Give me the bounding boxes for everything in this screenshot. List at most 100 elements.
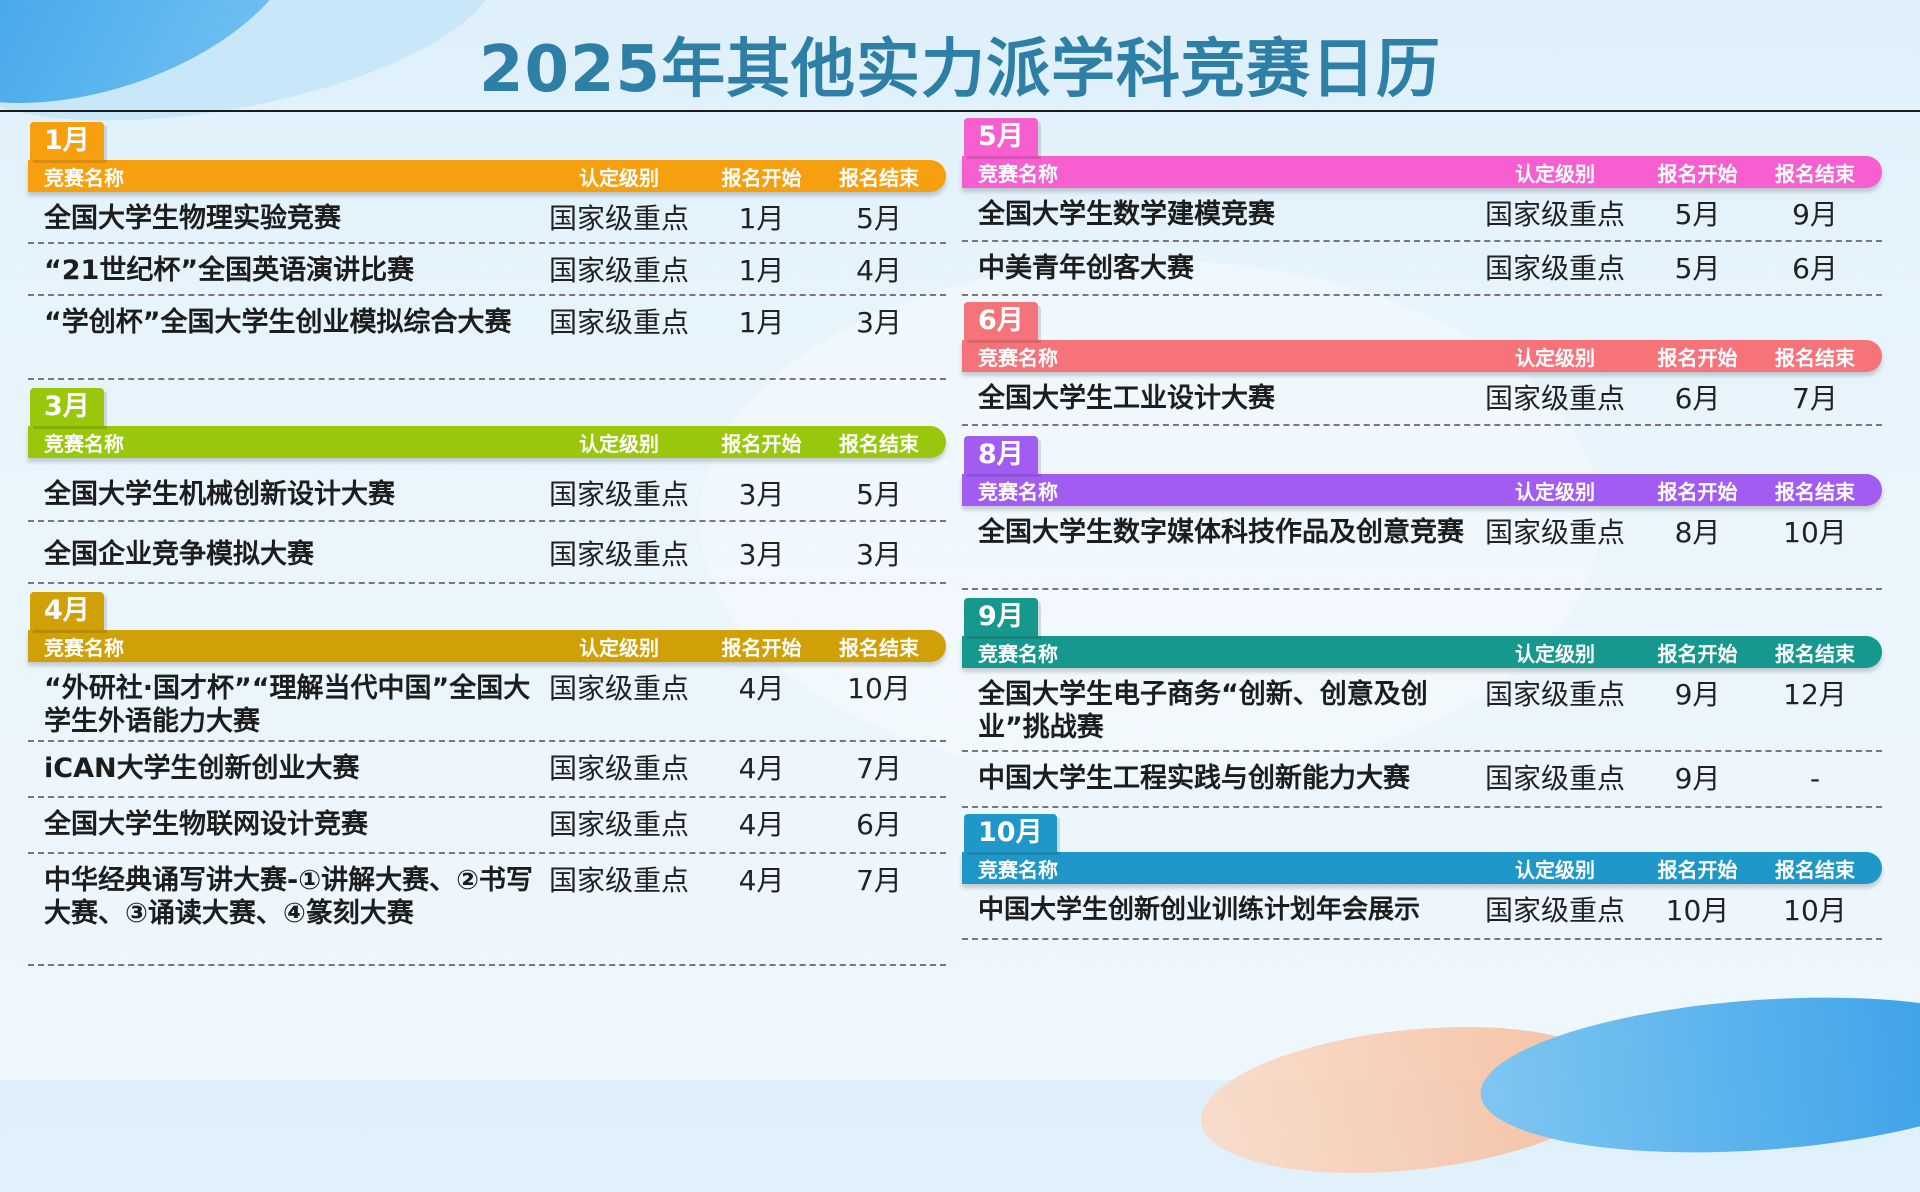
header-level: 认定级别 (579, 165, 659, 190)
right-column: 5月 竞赛名称 认定级别 报名开始 报名结束 全国大学生数学建模竞赛 国家级重点… (962, 118, 1882, 940)
registration-start: 1月 (738, 202, 785, 235)
competition-name: 全国大学生机械创新设计大赛 (44, 479, 395, 510)
header-start: 报名开始 (1657, 161, 1738, 186)
header-level: 认定级别 (579, 431, 659, 456)
header-start: 报名开始 (721, 165, 802, 190)
header-end: 报名结束 (1775, 345, 1855, 370)
table-row: 全国大学生机械创新设计大赛 国家级重点 3月 5月 (28, 458, 946, 522)
competition-name: 中国大学生工程实践与创新能力大赛 (978, 763, 1410, 794)
header-level: 认定级别 (1515, 479, 1595, 504)
table-row: 全国大学生数学建模竞赛 国家级重点 5月 9月 (962, 188, 1882, 242)
competition-name: “学创杯”全国大学生创业模拟综合大赛 (44, 307, 512, 338)
table-row: 全国大学生电子商务“创新、创意及创业”挑战赛 国家级重点 9月 12月 (962, 668, 1882, 752)
table-header: 竞赛名称 认定级别 报名开始 报名结束 (962, 340, 1882, 372)
registration-end: 7月 (856, 864, 902, 897)
table-header: 竞赛名称 认定级别 报名开始 报名结束 (28, 630, 946, 662)
competition-level: 国家级重点 (548, 672, 689, 705)
registration-start: 4月 (738, 752, 785, 785)
competition-level: 国家级重点 (548, 752, 689, 785)
decor-wave-bottom-right (1475, 980, 1920, 1170)
header-end: 报名结束 (839, 165, 919, 190)
competition-name: 全国大学生电子商务“创新、创意及创业”挑战赛 (978, 679, 1428, 743)
header-name: 竞赛名称 (978, 479, 1058, 504)
competition-name: 全国大学生工业设计大赛 (978, 383, 1275, 414)
table-header: 竞赛名称 认定级别 报名开始 报名结束 (962, 852, 1882, 884)
table-row: 全国大学生工业设计大赛 国家级重点 6月 7月 (962, 372, 1882, 426)
table-row: 中美青年创客大赛 国家级重点 5月 6月 (962, 242, 1882, 296)
header-start: 报名开始 (721, 431, 802, 456)
registration-end: 10月 (847, 672, 911, 705)
title-divider (0, 110, 1920, 112)
registration-end: 12月 (1783, 678, 1847, 711)
competition-name: 中华经典诵写讲大赛-①讲解大赛、②书写大赛、③诵读大赛、④篆刻大赛 (44, 865, 533, 929)
registration-start: 3月 (738, 538, 785, 571)
competition-level: 国家级重点 (1484, 252, 1625, 285)
registration-start: 4月 (738, 864, 785, 897)
registration-end: 4月 (856, 254, 902, 287)
section-march: 3月 竞赛名称 认定级别 报名开始 报名结束 全国大学生机械创新设计大赛 国家级… (28, 388, 946, 584)
header-level: 认定级别 (1515, 857, 1595, 882)
table-header: 竞赛名称 认定级别 报名开始 报名结束 (28, 160, 946, 192)
header-name: 竞赛名称 (44, 165, 124, 190)
section-june: 6月 竞赛名称 认定级别 报名开始 报名结束 全国大学生工业设计大赛 国家级重点… (962, 302, 1882, 426)
header-end: 报名结束 (1775, 641, 1855, 666)
registration-start: 1月 (738, 306, 785, 339)
registration-start: 10月 (1665, 894, 1730, 927)
competition-level: 国家级重点 (548, 306, 689, 339)
competition-level: 国家级重点 (1484, 678, 1625, 711)
registration-start: 5月 (1674, 252, 1721, 285)
section-october: 10月 竞赛名称 认定级别 报名开始 报名结束 中国大学生创新创业训练计划年会展… (962, 814, 1882, 940)
header-level: 认定级别 (1515, 641, 1595, 666)
header-name: 竞赛名称 (978, 641, 1058, 666)
competition-name: 中美青年创客大赛 (978, 253, 1194, 284)
month-tab-october: 10月 (964, 814, 1057, 852)
section-april: 4月 竞赛名称 认定级别 报名开始 报名结束 “外研社·国才杯”“理解当代中国”… (28, 592, 946, 966)
registration-start: 9月 (1674, 762, 1721, 795)
competition-name: 全国大学生物联网设计竞赛 (44, 809, 368, 840)
registration-end: 5月 (856, 478, 902, 511)
competition-level: 国家级重点 (1484, 516, 1625, 549)
table-header: 竞赛名称 认定级别 报名开始 报名结束 (962, 636, 1882, 668)
month-tab-january: 1月 (30, 122, 104, 160)
competition-level: 国家级重点 (548, 478, 689, 511)
competition-level: 国家级重点 (1484, 198, 1625, 231)
month-tab-may: 5月 (964, 118, 1038, 156)
competition-level: 国家级重点 (548, 864, 689, 897)
registration-end: 10月 (1783, 894, 1847, 927)
registration-end: 3月 (856, 306, 902, 339)
competition-name: 中国大学生创新创业训练计划年会展示 (978, 895, 1421, 925)
table-row: 中国大学生创新创业训练计划年会展示 国家级重点 10月 10月 (962, 884, 1882, 940)
table-row: 中华经典诵写讲大赛-①讲解大赛、②书写大赛、③诵读大赛、④篆刻大赛 国家级重点 … (28, 854, 946, 966)
month-tab-march: 3月 (30, 388, 104, 426)
registration-end: 6月 (856, 808, 902, 841)
registration-end: 6月 (1792, 252, 1838, 285)
header-name: 竞赛名称 (978, 161, 1058, 186)
header-start: 报名开始 (721, 635, 802, 660)
registration-end: 10月 (1783, 516, 1847, 549)
registration-start: 9月 (1674, 678, 1721, 711)
header-end: 报名结束 (839, 431, 919, 456)
registration-end: 7月 (856, 752, 902, 785)
month-tab-april: 4月 (30, 592, 104, 630)
table-row: “21世纪杯”全国英语演讲比赛 国家级重点 1月 4月 (28, 244, 946, 296)
header-end: 报名结束 (1775, 161, 1855, 186)
table-row: 全国大学生物联网设计竞赛 国家级重点 4月 6月 (28, 798, 946, 854)
section-september: 9月 竞赛名称 认定级别 报名开始 报名结束 全国大学生电子商务“创新、创意及创… (962, 598, 1882, 808)
competition-level: 国家级重点 (548, 808, 689, 841)
competition-name: iCAN大学生创新创业大赛 (44, 753, 360, 784)
registration-end: 9月 (1792, 198, 1838, 231)
header-level: 认定级别 (1515, 161, 1595, 186)
table-header: 竞赛名称 认定级别 报名开始 报名结束 (962, 474, 1882, 506)
competition-name: 全国大学生数学建模竞赛 (978, 199, 1275, 230)
registration-start: 6月 (1674, 382, 1721, 415)
table-row: 全国大学生物理实验竞赛 国家级重点 1月 5月 (28, 192, 946, 244)
registration-start: 4月 (738, 808, 785, 841)
month-tab-june: 6月 (964, 302, 1038, 340)
month-tab-september: 9月 (964, 598, 1038, 636)
competition-level: 国家级重点 (1484, 382, 1625, 415)
table-row: “学创杯”全国大学生创业模拟综合大赛 国家级重点 1月 3月 (28, 296, 946, 380)
page-title: 2025年其他实力派学科竞赛日历 (478, 33, 1442, 107)
header-end: 报名结束 (1775, 857, 1855, 882)
competition-name: 全国大学生物理实验竞赛 (44, 203, 341, 234)
section-august: 8月 竞赛名称 认定级别 报名开始 报名结束 全国大学生数字媒体科技作品及创意竞… (962, 436, 1882, 590)
